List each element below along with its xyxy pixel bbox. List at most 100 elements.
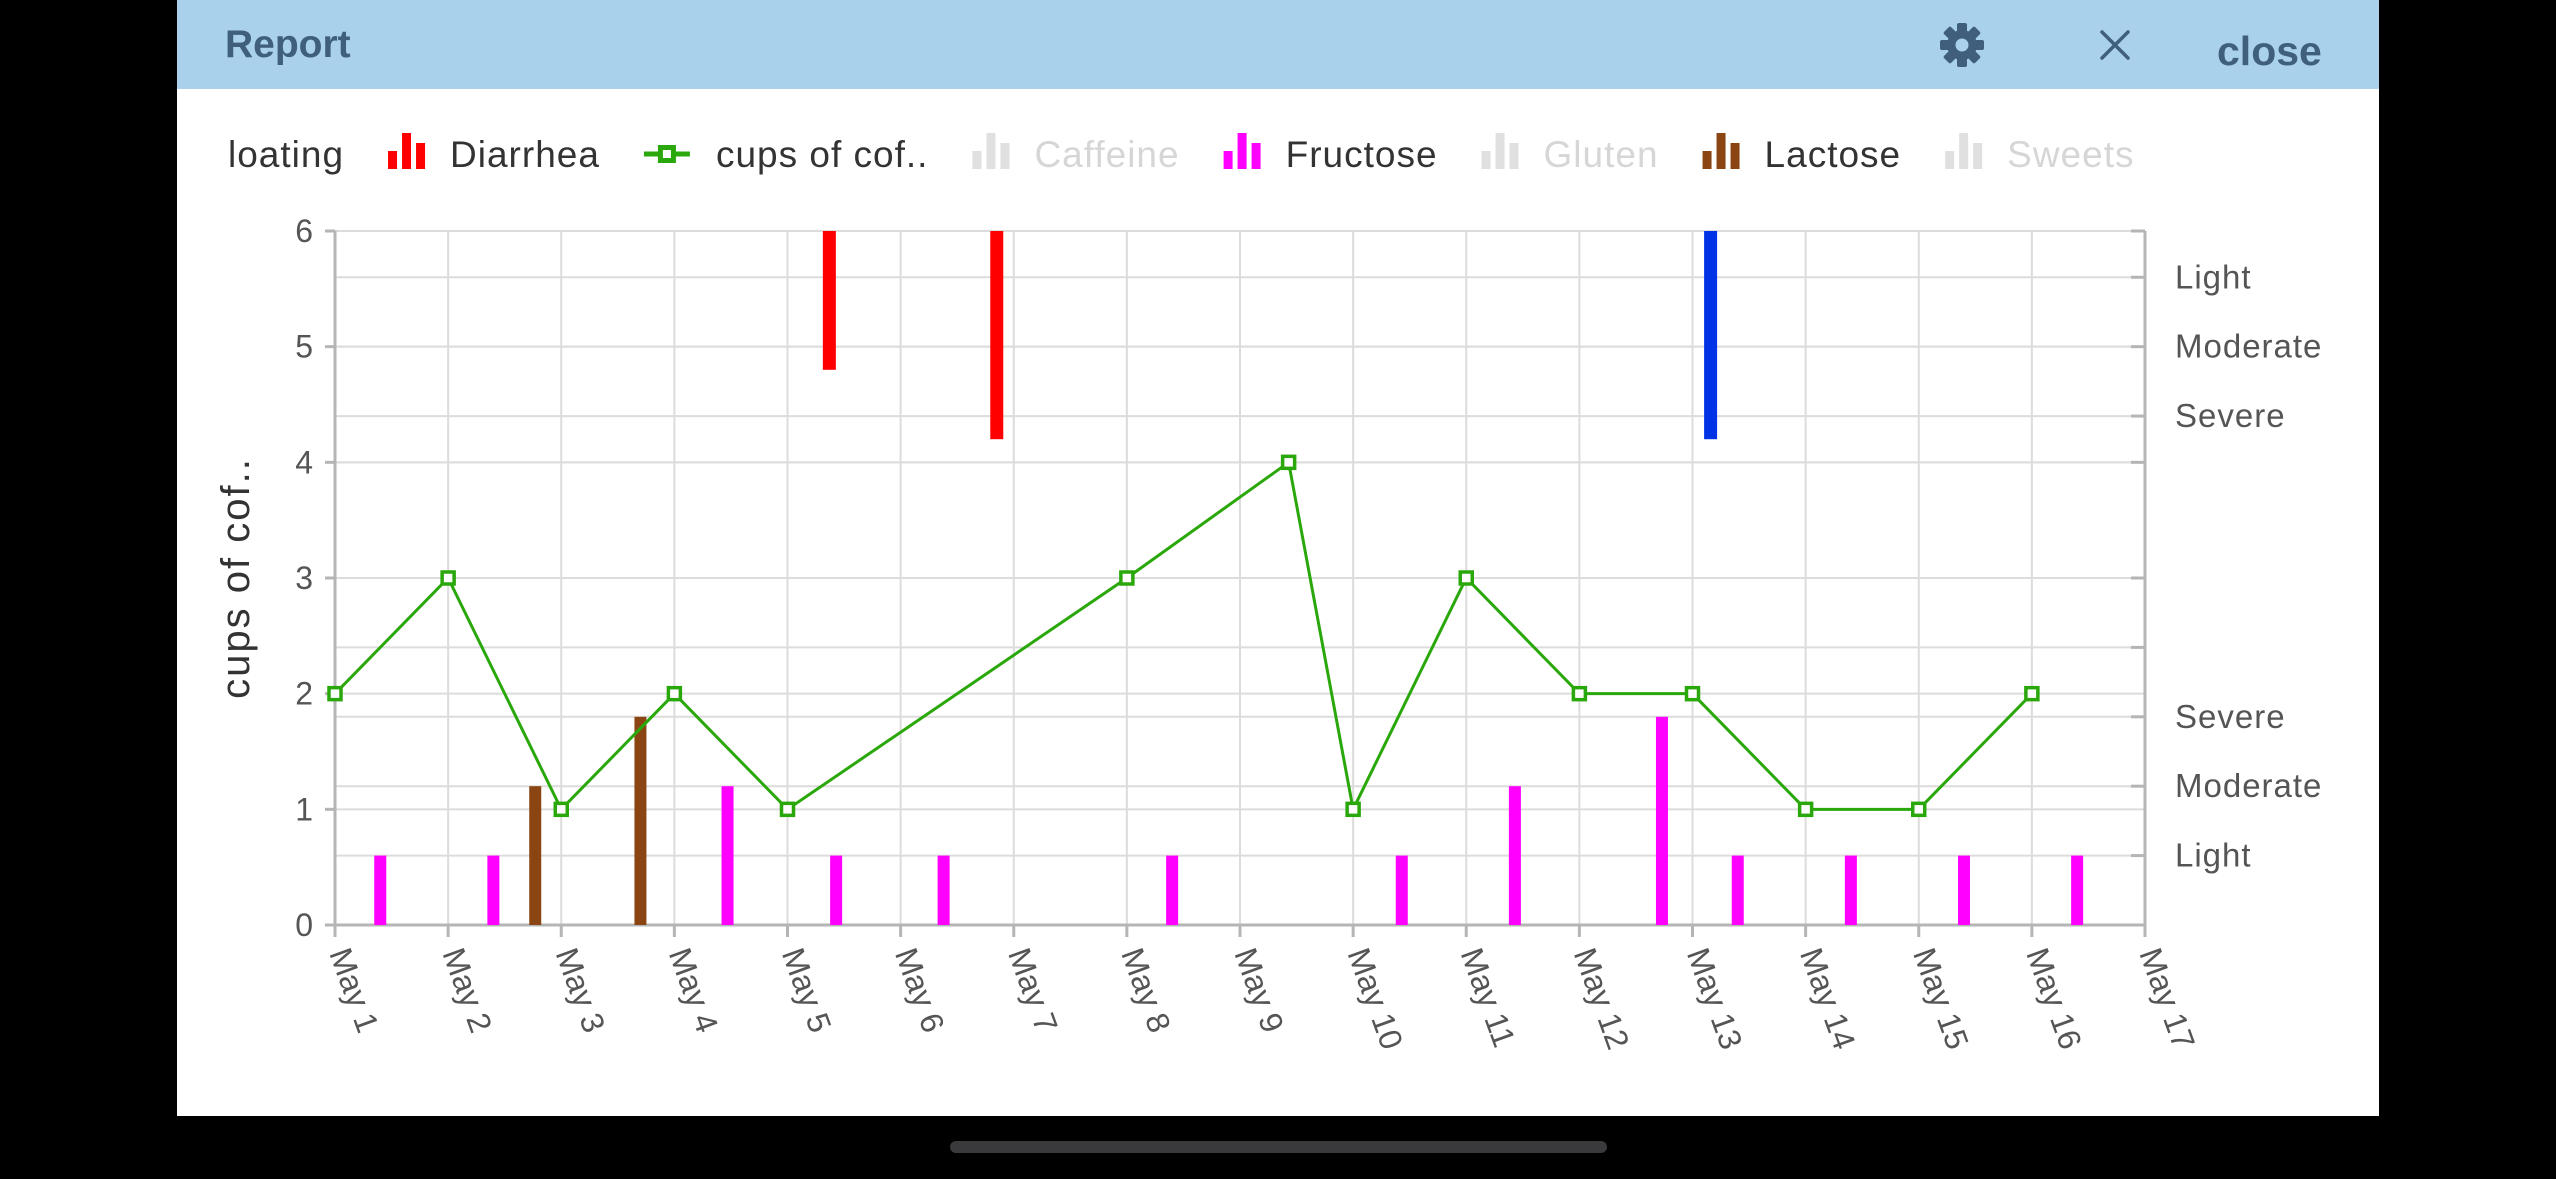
title-bar: Report close — [177, 0, 2379, 89]
bar-icon — [1237, 133, 1247, 169]
coffee-line — [333, 459, 2033, 815]
x-tick-label: May 9 — [1227, 943, 1291, 1037]
x-tick-label: May 5 — [775, 943, 839, 1037]
coffee-point — [553, 801, 569, 818]
legend-item[interactable]: Fructose — [1223, 133, 1438, 175]
right-axis-label: Moderate — [2175, 328, 2322, 365]
bars — [374, 231, 2084, 925]
y-tick-label: 2 — [295, 676, 313, 712]
coffee-point — [2024, 685, 2040, 702]
bar-icon — [1959, 133, 1969, 169]
fructose-bar — [374, 855, 387, 925]
legend-label[interactable]: Caffeine — [1034, 134, 1179, 175]
legend-label[interactable]: Diarrhea — [450, 134, 600, 175]
x-tick-label: May 11 — [1454, 943, 1523, 1052]
right-axis-label: Moderate — [2175, 767, 2322, 804]
legend-label[interactable]: loating — [228, 134, 344, 175]
bar-icon — [1702, 151, 1712, 169]
right-axis-label: Severe — [2175, 698, 2286, 735]
fructose-bar — [1655, 716, 1668, 925]
coffee-point — [1458, 570, 1474, 586]
fructose-bar — [1166, 855, 1179, 925]
gridlines — [334, 230, 2146, 926]
legend: loating Diarrhea cups of cof.. Caffeine Fruc… — [228, 133, 2134, 175]
y-tick-label: 0 — [295, 907, 313, 943]
coffee-point — [1571, 685, 1588, 702]
x-tick-label: May 4 — [662, 943, 726, 1037]
x-tick-label: May 13 — [1680, 943, 1750, 1054]
x-tick-label: May 17 — [2132, 943, 2202, 1054]
bar-icon — [1481, 151, 1491, 169]
x-close-icon[interactable] — [2092, 22, 2138, 68]
coffee-point — [1345, 801, 1361, 818]
x-tick-label: May 16 — [2019, 943, 2089, 1054]
x-tick-label: May 2 — [436, 943, 500, 1037]
fructose-bar — [721, 786, 734, 925]
bar-icon — [1000, 143, 1010, 169]
report-chart: 0 1 2 3 4 5 6 Light Moderate Severe Severe Moderate… — [214, 133, 2322, 1054]
lactose-bar — [634, 716, 647, 925]
diarrhea-severity-bar — [822, 231, 836, 370]
x-tick-label: May 7 — [1001, 943, 1065, 1037]
legend-item[interactable]: Caffeine — [972, 133, 1179, 175]
x-tick-label: May 1 — [322, 943, 386, 1037]
legend-label[interactable]: Gluten — [1544, 134, 1659, 175]
legend-item[interactable]: Lactose — [1702, 133, 1902, 175]
coffee-point — [440, 570, 456, 586]
legend-label[interactable]: cups of cof.. — [716, 134, 929, 175]
y-tick-label: 3 — [295, 560, 313, 596]
bar-icon — [972, 151, 982, 169]
legend-item[interactable]: Sweets — [1945, 133, 2134, 175]
coffee-point — [779, 801, 796, 818]
x-tick-label: May 12 — [1567, 943, 1637, 1054]
y-tick-label: 5 — [295, 329, 313, 365]
x-tick-label: May 14 — [1793, 943, 1863, 1054]
bar-icon — [1495, 133, 1505, 169]
bar-icon — [1251, 143, 1261, 169]
right-axis-label: Severe — [2175, 397, 2286, 434]
fructose-bar — [1508, 786, 1521, 925]
dialog-title: Report — [225, 23, 351, 66]
coffee-point — [1119, 570, 1135, 586]
bar-icon — [402, 133, 412, 169]
fructose-bar — [487, 855, 500, 925]
y-tick-label: 1 — [295, 791, 313, 827]
bar-icon — [1716, 133, 1726, 169]
fructose-bar — [1395, 855, 1408, 925]
x-tick-label: May 6 — [888, 943, 952, 1037]
coffee-point — [1280, 454, 1297, 471]
right-axis-label: Light — [2175, 258, 2252, 295]
bar-icon — [1730, 143, 1740, 169]
y-axis-title: cups of cof.. — [214, 457, 258, 699]
fructose-bar — [1731, 855, 1744, 925]
close-button[interactable]: close — [2217, 28, 2322, 74]
bar-icon — [1973, 143, 1983, 169]
legend-label[interactable]: Lactose — [1765, 134, 1902, 175]
fructose-bar — [937, 855, 950, 925]
symptom-severity-bar — [1704, 231, 1718, 440]
bar-icon — [388, 151, 398, 169]
legend-item[interactable]: cups of cof.. — [643, 134, 929, 175]
fructose-bar — [830, 855, 843, 925]
bar-icon — [986, 133, 996, 169]
fructose-bar — [1958, 855, 1970, 925]
legend-item[interactable]: loating — [228, 134, 344, 175]
x-tick-label: May 8 — [1114, 943, 1178, 1037]
diarrhea-severity-bar — [990, 231, 1004, 440]
y-tick-label: 4 — [295, 444, 313, 480]
home-indicator — [950, 1141, 1607, 1153]
coffee-point — [327, 685, 343, 702]
coffee-point — [1797, 801, 1814, 818]
legend-label[interactable]: Fructose — [1286, 134, 1438, 175]
gear-icon[interactable] — [1937, 20, 1987, 70]
bar-icon — [416, 143, 426, 169]
legend-item[interactable]: Gluten — [1481, 133, 1659, 175]
line-marker-icon — [662, 150, 671, 158]
y-tick-label: 6 — [295, 213, 313, 249]
coffee-point — [1911, 801, 1927, 818]
x-tick-label: May 15 — [1906, 943, 1976, 1054]
x-tick-label: May 10 — [1341, 943, 1411, 1054]
legend-label[interactable]: Sweets — [2007, 134, 2134, 175]
legend-item[interactable]: Diarrhea — [388, 133, 600, 175]
fructose-bar — [1844, 855, 1857, 925]
